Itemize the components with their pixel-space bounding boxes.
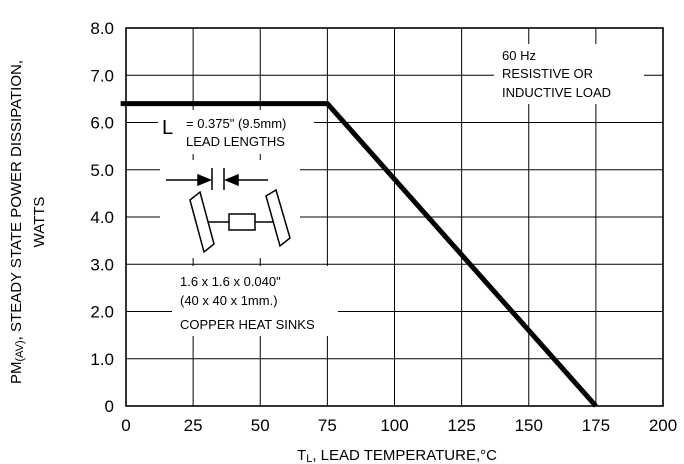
x-axis-title: TL, LEAD TEMPERATURE,°C — [297, 447, 497, 464]
x-tick-label-2: 50 — [251, 416, 270, 435]
annotation-freq: 60 Hz — [502, 48, 536, 63]
x-tick-label-3: 75 — [318, 416, 337, 435]
annotation-sink-line3: COPPER HEAT SINKS — [180, 317, 315, 332]
annotation-load-bg — [494, 44, 644, 104]
x-tick-label-1: 25 — [184, 416, 203, 435]
annotation-load-line1: RESISTIVE OR — [502, 66, 593, 81]
x-tick-label-6: 150 — [515, 416, 543, 435]
y-tick-label-0: 0 — [105, 397, 114, 416]
annotation-sink-line2: (40 x 40 x 1mm.) — [180, 293, 278, 308]
series-layer — [120, 101, 598, 408]
y-tick-label-4: 4.0 — [90, 208, 114, 227]
y-tick-label-5: 5.0 — [90, 161, 114, 180]
y-tick-label-3: 3.0 — [90, 255, 114, 274]
annotation-lead-line1: = 0.375" (9.5mm) — [186, 116, 286, 131]
x-tick-label-7: 175 — [582, 416, 610, 435]
annotation-sink-line1: 1.6 x 1.6 x 0.040" — [180, 274, 281, 289]
y-tick-label-6: 6.0 — [90, 114, 114, 133]
plot-frame — [125, 27, 664, 407]
series-line-0 — [120, 101, 598, 408]
y-axis-title-line2: WATTS — [31, 197, 48, 248]
lead-length-diagram — [166, 168, 291, 254]
annotation-lead-letter: L — [162, 117, 173, 139]
y-tick-label-1: 1.0 — [90, 350, 114, 369]
annotation-lead-bg — [158, 110, 314, 154]
x-tick-label-4: 100 — [380, 416, 408, 435]
axes: 0 25 50 75 100 125 150 175 200 0 1.0 2.0 3.0 4.0 5.0 6.… — [90, 19, 677, 435]
annotation-lead-line2: LEAD LENGTHS — [186, 134, 285, 149]
y-tick-label-2: 2.0 — [90, 303, 114, 322]
y-axis-title-line1: PM(AV), STEADY STATE POWER DISSIPATION, — [8, 60, 26, 384]
annotation-load-line2: INDUCTIVE LOAD — [502, 85, 611, 100]
y-tick-label-7: 7.0 — [90, 66, 114, 85]
x-tick-label-5: 125 — [447, 416, 475, 435]
annotation-sink-bg — [172, 266, 338, 336]
x-tick-label-8: 200 — [649, 416, 677, 435]
x-tick-label-0: 0 — [121, 416, 130, 435]
y-tick-label-8: 8.0 — [90, 19, 114, 38]
